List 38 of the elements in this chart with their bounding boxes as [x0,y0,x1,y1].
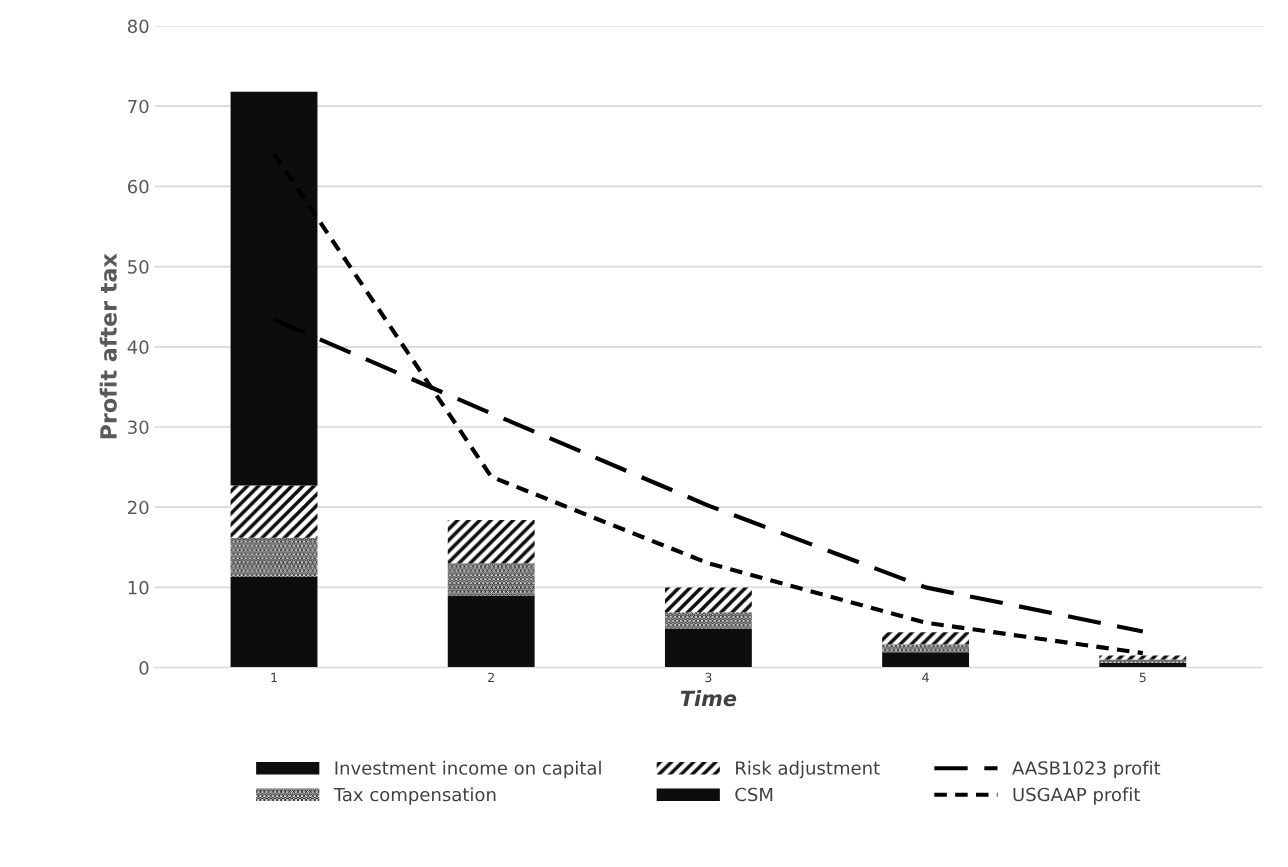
bar [447,595,535,668]
bar [1099,659,1187,663]
legend-label: Investment income on capital [335,760,601,779]
x-tick-label: 4 [922,672,929,682]
y-tick-label: 20 [128,500,149,515]
bar [882,644,970,653]
bar [882,652,970,668]
legend-label: AASB1023 profit [1012,760,1161,779]
legend-label: Tax compensation [333,787,496,805]
y-tick-label: 30 [128,420,149,435]
x-tick-label: 5 [1139,672,1146,683]
x-tick-label: 3 [705,672,712,683]
legend-label: USGAAP profit [1013,787,1140,805]
bar [664,629,752,668]
y-tick-label: 60 [127,179,149,194]
y-tick-label: 80 [127,19,149,34]
y-tick-label: 70 [128,99,149,114]
y-tick-label: 50 [128,260,149,274]
legend-label: Risk adjustment [736,760,880,779]
y-axis-title: Profit after tax [99,253,117,439]
bar [882,632,970,645]
line-series [271,151,1145,656]
bar [230,537,318,577]
bar [664,587,752,613]
x-tick-label: 2 [488,672,494,682]
bar [1099,655,1187,660]
bar [230,576,318,668]
x-tick-label: 1 [271,672,277,682]
y-tick-label: 40 [127,340,149,354]
y-tick-label: 10 [128,580,149,595]
bar [447,563,535,596]
bar [230,91,318,486]
legend-label: CSM [735,787,773,802]
bar [447,520,535,564]
x-axis-title: Time [680,690,737,707]
bar [230,485,318,538]
bar [664,612,752,630]
y-tick-label: 0 [139,661,149,675]
